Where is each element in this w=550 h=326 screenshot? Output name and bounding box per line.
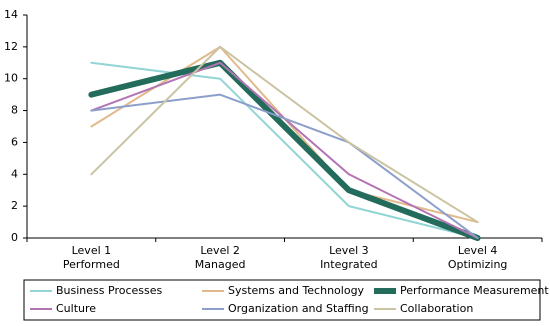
y-tick-label: 12 <box>4 40 18 53</box>
y-tick-label: 2 <box>11 199 18 212</box>
legend-label: Systems and Technology <box>228 284 365 297</box>
legend-label: Collaboration <box>400 302 473 315</box>
y-tick-label: 4 <box>11 167 18 180</box>
legend-label: Performance Measurement <box>400 284 549 297</box>
legend-box <box>23 279 541 321</box>
legend-label: Culture <box>56 302 96 315</box>
legend-label: Organization and Staffing <box>228 302 369 315</box>
series-line <box>90 93 479 239</box>
x-tick-label: Level 1 Performed <box>62 244 120 271</box>
y-tick-label: 14 <box>4 8 18 21</box>
x-tick-label: Level 4 Optimizing <box>447 244 508 271</box>
y-tick-label: 10 <box>4 72 18 85</box>
x-tick-label: Level 2 Managed <box>194 244 246 271</box>
series-line <box>88 59 481 241</box>
legend-label: Business Processes <box>56 284 162 297</box>
series-line <box>90 61 479 239</box>
y-tick-label: 6 <box>11 135 18 148</box>
y-tick-label: 8 <box>11 104 18 117</box>
series-line <box>90 45 479 224</box>
x-tick-label: Level 3 Integrated <box>320 244 378 271</box>
y-tick-label: 0 <box>11 231 18 244</box>
series-line <box>90 61 479 239</box>
